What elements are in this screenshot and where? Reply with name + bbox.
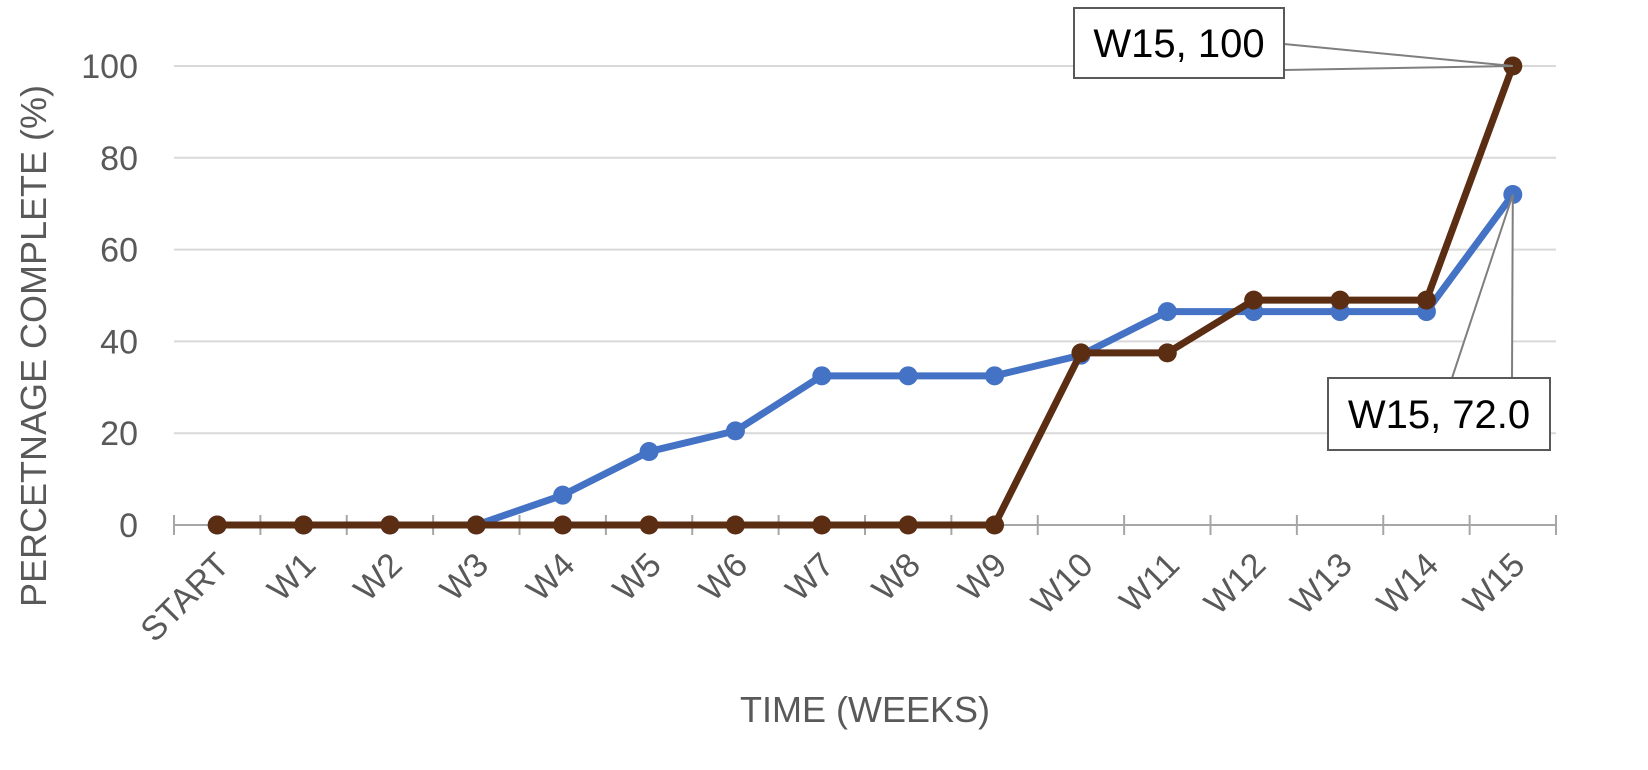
data-point xyxy=(1071,343,1091,363)
y-tick-label: 80 xyxy=(100,140,138,178)
data-point xyxy=(812,515,832,535)
y-axis-title: PERCETNAGE COMPLETE (%) xyxy=(13,85,54,607)
x-tick-label: W5 xyxy=(606,546,669,609)
series-line xyxy=(213,191,1517,529)
data-point xyxy=(898,515,918,535)
data-point xyxy=(639,442,659,462)
x-tick-label: W6 xyxy=(692,546,755,609)
x-tick-label: W15 xyxy=(1456,546,1532,622)
x-tick-label: W1 xyxy=(260,546,323,609)
annotations: W15, 100 W15, 72.0 xyxy=(1073,7,1551,451)
data-point xyxy=(1330,290,1350,310)
x-tick-label: W8 xyxy=(865,546,928,609)
x-tick-label: W3 xyxy=(433,546,496,609)
data-point xyxy=(1157,343,1177,363)
x-tick-label: W9 xyxy=(951,546,1014,609)
x-tick-label: W14 xyxy=(1370,546,1446,622)
series-0 xyxy=(207,185,1523,535)
data-point xyxy=(207,515,227,535)
data-point xyxy=(725,515,745,535)
data-point xyxy=(985,366,1005,386)
series-1 xyxy=(207,56,1523,535)
callout-leader xyxy=(1451,194,1514,379)
y-tick-label: 60 xyxy=(100,232,138,270)
x-tick-label: W12 xyxy=(1197,546,1273,622)
callout: W15, 100 xyxy=(1073,7,1513,79)
data-point xyxy=(553,485,573,505)
data-point xyxy=(294,515,314,535)
x-tick-label: W11 xyxy=(1112,546,1187,621)
x-tick-label: W13 xyxy=(1283,546,1359,622)
data-point xyxy=(1157,302,1177,322)
data-point xyxy=(1244,290,1264,310)
callout: W15, 72.0 xyxy=(1327,194,1551,451)
gridlines xyxy=(174,65,1556,435)
callout-box xyxy=(1327,377,1551,451)
callout-label: W15, 100 xyxy=(1093,22,1264,66)
x-tick-label: W2 xyxy=(347,546,410,609)
data-point xyxy=(898,366,918,386)
data-point xyxy=(639,515,659,535)
data-point xyxy=(985,515,1005,535)
y-tick-label: 20 xyxy=(100,415,138,453)
callout-label: W15, 72.0 xyxy=(1348,393,1530,437)
y-tick-label: 0 xyxy=(119,507,138,545)
x-tick-label: W7 xyxy=(779,546,842,609)
y-tick-label: 40 xyxy=(100,323,138,361)
callout-box xyxy=(1073,7,1285,79)
x-tick-label: W10 xyxy=(1024,546,1100,622)
series xyxy=(207,56,1523,535)
x-tick-label: START xyxy=(133,546,236,649)
data-point xyxy=(812,366,832,386)
data-point xyxy=(553,515,573,535)
data-point xyxy=(380,515,400,535)
data-point xyxy=(725,421,745,441)
callout-leader xyxy=(1283,43,1513,71)
data-point xyxy=(466,515,486,535)
y-tick-label: 100 xyxy=(81,48,138,86)
x-tick-label: W4 xyxy=(519,546,582,609)
data-point xyxy=(1416,290,1436,310)
series-line xyxy=(213,62,1517,529)
x-axis-title: TIME (WEEKS) xyxy=(740,689,990,730)
